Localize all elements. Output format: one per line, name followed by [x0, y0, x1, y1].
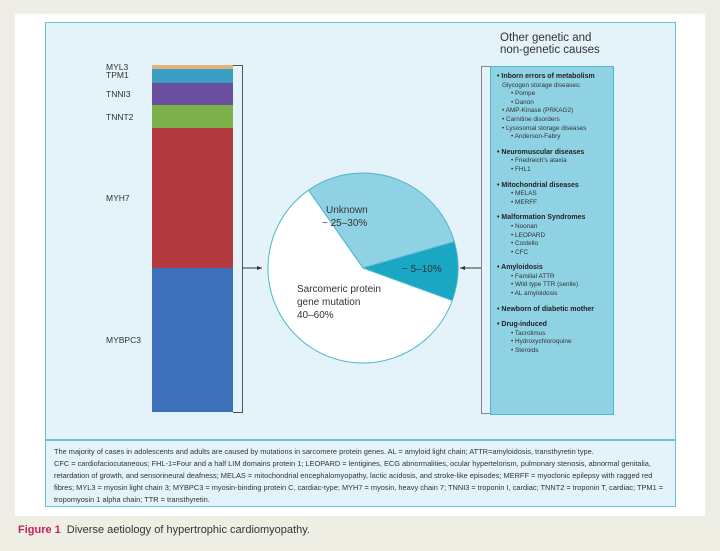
gene-label: MYL3: [106, 62, 129, 72]
cause-item: • Pompe: [511, 90, 536, 98]
pie-slice-2: [267, 189, 453, 364]
other-causes-title: Other genetic and non-genetic causes: [500, 32, 600, 56]
other-value: ~ 5–10%: [402, 264, 442, 275]
bar-segment-tnni3: [152, 82, 233, 106]
title-line-2: non-genetic causes: [500, 44, 600, 56]
gene-label: TNNT2: [106, 111, 134, 122]
bar-segment-myh7: [152, 128, 233, 269]
cause-item: • AL amyloidosis: [511, 290, 558, 298]
pie-slice-0: [307, 172, 455, 269]
bar-segment-tpm1: [152, 68, 233, 83]
cause-group-heading: • Malformation Syndromes: [497, 214, 586, 222]
title-line-1: Other genetic and: [500, 32, 592, 44]
cause-group-heading: • Mitochondrial diseases: [497, 181, 579, 189]
legend-line-2: CFC = cardiofaciocutaneous; FHL-1=Four a…: [54, 459, 664, 504]
cause-group-heading: • Inborn errors of metabolism: [497, 73, 595, 80]
sarcomeric-value: 40–60%: [297, 310, 334, 321]
cause-item: • Noonan: [511, 222, 538, 230]
cause-item: • Hydroxychloroquine: [511, 338, 572, 346]
sarcomeric-label-1: Sarcomeric protein: [297, 284, 381, 295]
cause-item: • FHL1: [511, 165, 531, 173]
unknown-value: ~ 25–30%: [322, 218, 367, 229]
right-arrow-head: [460, 266, 465, 270]
cause-item: • CFC: [511, 248, 529, 256]
cause-item: • Danon: [511, 98, 534, 106]
bar-segment-tnnt2: [152, 105, 233, 129]
cause-group-heading: • Neuromuscular diseases: [497, 148, 585, 156]
caption-text: Diverse aetiology of hypertrophic cardio…: [66, 524, 310, 536]
cause-item: • MELAS: [511, 190, 537, 198]
figure-legend: The majority of cases in adolescents and…: [45, 440, 676, 507]
gene-label: TNNI3: [106, 88, 131, 99]
cause-group-heading: • Drug-induced: [497, 321, 547, 329]
right-bracket: [481, 66, 491, 414]
legend-line-1: The majority of cases in adolescents and…: [54, 447, 594, 456]
cause-item: • Costello: [511, 240, 539, 248]
gene-label: MYBPC3: [106, 335, 141, 346]
bar-segment-mybpc3: [152, 268, 233, 412]
cause-item: • LEOPARD: [511, 231, 546, 239]
unknown-label: Unknown: [326, 205, 368, 216]
cause-group-heading: • Amyloidosis: [497, 264, 543, 272]
cause-item: • Wild type TTR (senile): [511, 281, 579, 289]
cause-item: • Tacrolimus: [511, 329, 546, 337]
cause-item: • Anderson-Fabry: [511, 133, 561, 141]
other-causes-box: • Inborn errors of metabolism Glycogen st…: [490, 66, 614, 415]
cause-item: • Familial ATTR: [511, 272, 555, 280]
gene-label: MYH7: [106, 193, 130, 204]
cause-group-heading: • Newborn of diabetic mother: [497, 305, 594, 313]
cause-item: • Lysosomal storage diseases: [502, 124, 587, 132]
gene-label: TPM1: [106, 69, 129, 80]
cause-item: • Steroids: [511, 347, 539, 355]
cause-item: • MERFF: [511, 198, 538, 206]
left-arrow-head: [257, 266, 262, 270]
cause-item: • AMP-Kinase (PRKAG2): [502, 107, 574, 115]
cause-item: Glycogen storage diseases:: [502, 81, 581, 89]
bar-bracket: [233, 65, 243, 413]
cause-item: • Friedreich's ataxia: [511, 157, 567, 165]
sarcomeric-label-2: gene mutation: [297, 297, 360, 308]
bar-segment-myl3: [152, 65, 233, 69]
caption-label: Figure 1: [18, 524, 61, 536]
cause-item: • Carnitine disorders: [502, 115, 560, 123]
figure-caption: Figure 1 Diverse aetiology of hypertrophi…: [18, 524, 310, 536]
